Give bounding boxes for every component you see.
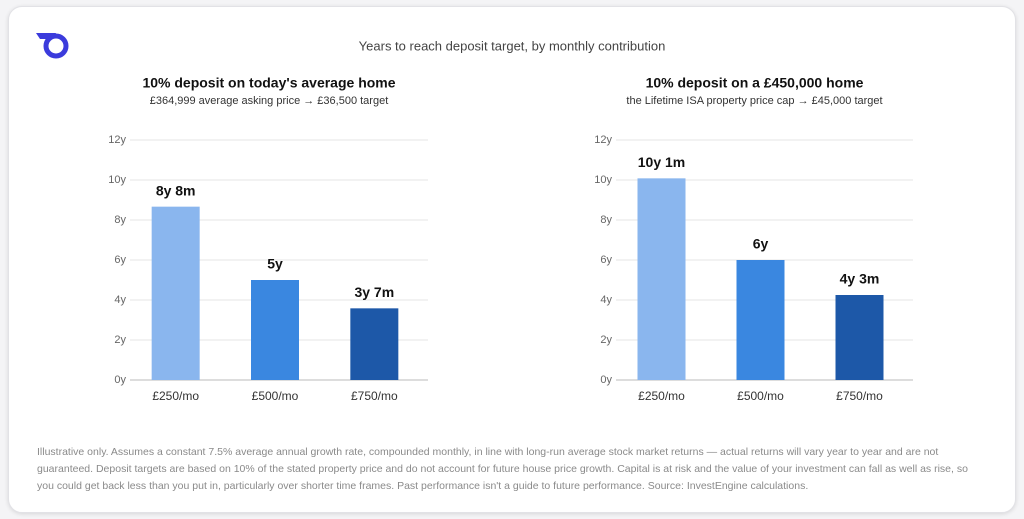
x-tick-label: £250/mo bbox=[152, 389, 199, 403]
bar bbox=[736, 260, 785, 380]
bar bbox=[350, 308, 399, 380]
y-tick-label: 2y bbox=[114, 334, 126, 346]
y-tick-label: 12y bbox=[108, 134, 126, 146]
chart-title: 10% deposit on today's average home bbox=[142, 75, 395, 91]
y-tick-label: 10y bbox=[594, 174, 612, 186]
value-label: 6y bbox=[753, 236, 769, 252]
bar bbox=[251, 280, 299, 380]
y-tick-label: 8y bbox=[600, 214, 612, 226]
bar bbox=[835, 295, 884, 380]
x-tick-label: £500/mo bbox=[737, 389, 784, 403]
y-tick-label: 10y bbox=[108, 174, 126, 186]
y-tick-label: 12y bbox=[594, 134, 612, 146]
value-label: 10y 1m bbox=[638, 154, 685, 170]
bar bbox=[637, 178, 686, 380]
value-label: 3y 7m bbox=[354, 284, 394, 300]
y-tick-label: 0y bbox=[114, 374, 126, 386]
y-tick-label: 6y bbox=[600, 254, 612, 266]
value-label: 5y bbox=[267, 256, 283, 272]
page-title: Years to reach deposit target, by monthl… bbox=[359, 38, 666, 53]
footnote: Illustrative only. Assumes a constant 7.… bbox=[37, 446, 968, 492]
x-tick-label: £250/mo bbox=[638, 389, 685, 403]
x-tick-label: £750/mo bbox=[836, 389, 883, 403]
bar bbox=[151, 206, 200, 380]
y-tick-label: 8y bbox=[114, 214, 126, 226]
x-tick-label: £500/mo bbox=[252, 389, 299, 403]
chart-subtitle: the Lifetime ISA property price cap → £4… bbox=[626, 95, 882, 107]
chart-title: 10% deposit on a £450,000 home bbox=[646, 75, 864, 91]
logo bbox=[36, 33, 69, 59]
chart-subtitle: £364,999 average asking price → £36,500 … bbox=[150, 95, 389, 107]
value-label: 4y 3m bbox=[840, 271, 880, 287]
y-tick-label: 4y bbox=[114, 294, 126, 306]
y-tick-label: 4y bbox=[600, 294, 612, 306]
value-label: 8y 8m bbox=[156, 182, 196, 198]
y-tick-label: 2y bbox=[600, 334, 612, 346]
x-tick-label: £750/mo bbox=[351, 389, 398, 403]
y-tick-label: 6y bbox=[114, 254, 126, 266]
y-tick-label: 0y bbox=[600, 374, 612, 386]
